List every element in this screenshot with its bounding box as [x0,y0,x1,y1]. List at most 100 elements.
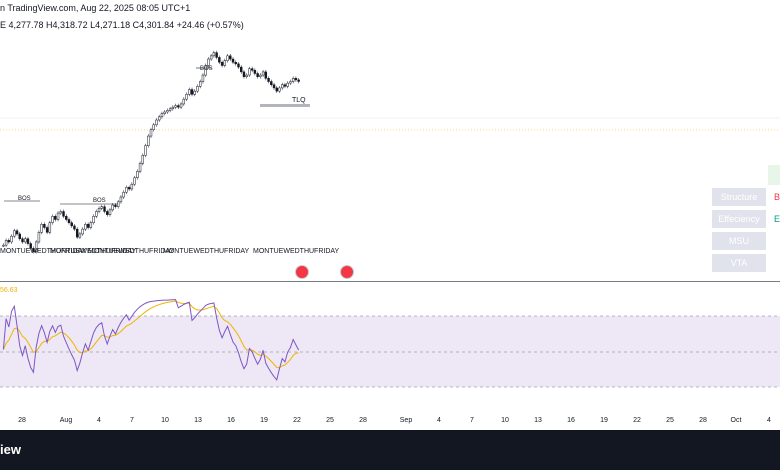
candle-body [4,240,8,246]
time-axis-label: 4 [437,417,441,424]
time-axis-label: 16 [227,417,235,424]
time-axis-label: Sep [399,417,413,424]
candle-body [45,227,49,233]
candle-body [43,224,46,228]
candle-body [193,90,196,95]
candle-body [40,224,43,233]
candle-body [67,219,71,223]
candle-body [37,232,41,243]
candle-body [26,238,30,244]
rsi-chart[interactable] [0,283,780,411]
price-chart[interactable]: BOS BOS BOS TLQ MONTUEWEDTHUFRIDAY MONTU… [0,38,780,283]
efficiency-button[interactable]: Effeciency [712,210,766,228]
candle-body [84,224,87,230]
candle-body [97,208,101,212]
candle-body [231,58,235,63]
candle-body [133,177,136,185]
weekday-label-4: MONTUEWEDTHUFRIDAY [163,248,250,255]
weekday-label-1: MONTUEWEDTHUFRIDAY [0,248,87,255]
candle-body [196,86,199,92]
candle-body [229,55,232,60]
structure-button[interactable]: Structure [712,188,766,206]
candle-body [18,233,21,239]
candle-body [10,235,13,243]
time-axis-label: 7 [470,417,474,424]
candle-body [122,191,125,198]
candle-body [81,228,84,235]
candle-body [75,228,79,238]
vta-button[interactable]: VTA [712,254,766,272]
candle-body [51,216,54,223]
candle-body [297,79,300,82]
bos-label-1: BOS [18,196,31,202]
candle-body [220,62,224,66]
candle-body [147,135,150,146]
rsi-value-label: 56.63 [0,287,18,294]
time-axis-label: 13 [194,417,202,424]
candle-body [54,216,57,220]
candle-body [283,84,287,87]
candle-body [209,55,213,60]
candle-body [59,211,62,214]
time-axis-label: Aug [59,417,73,424]
candle-body [65,216,68,220]
event-flag-icon-1[interactable] [295,265,309,279]
candle-body [294,78,298,81]
candle-body [95,211,98,217]
candle-body [286,82,289,87]
candle-body [21,238,24,243]
candle-body [2,244,5,247]
time-axis-label: 28 [359,417,367,424]
time-axis-label: 28 [18,417,26,424]
tlq-label: TLQ [292,97,306,104]
candle-body [242,71,246,77]
candle-body [240,66,243,73]
candle-body [291,78,295,82]
candle-body [141,155,145,164]
candle-body [144,145,147,156]
candle-body [223,60,227,66]
candle-body [259,74,262,77]
candle-body [127,187,131,190]
candle-body [34,241,38,252]
time-axis-label: 28 [699,417,707,424]
candle-body [261,71,265,76]
candle-body [278,87,281,92]
pane-divider[interactable] [0,281,780,282]
candle-body [149,129,153,137]
time-axis-label: 10 [161,417,169,424]
candle-body [13,230,16,237]
candle-body [100,206,103,209]
time-axis-label: 19 [260,417,268,424]
time-axis-label: 25 [326,417,334,424]
candle-body [138,163,142,172]
time-axis[interactable]: 28 Aug 4 7 10 13 16 19 22 25 28 Sep 4 7 10 13 16 19 22 25 28… [0,412,780,430]
candle-body [106,211,109,215]
candle-body [177,105,180,108]
candle-body [190,89,194,95]
chart-source: n TradingView.com, Aug 22, 2025 08:05 UT… [0,3,191,13]
candle-body [136,171,139,179]
candle-body [215,52,218,58]
time-axis-label: 7 [130,417,134,424]
right-edge-marker [768,165,780,185]
msu-button[interactable]: MSU [712,232,766,250]
weekday-label-2: MONTUEWEDTHUFRIDAY [50,248,137,255]
candle-body [108,209,112,215]
candle-body [157,116,161,121]
candle-body [226,55,229,61]
candle-body [155,119,158,126]
candle-body [182,98,186,105]
time-axis-label: 22 [633,417,641,424]
candle-body [250,68,254,71]
candle-body [29,243,32,249]
bos-label-3: BOS [200,66,213,72]
candle-body [179,103,183,108]
event-flag-icon-2[interactable] [340,265,354,279]
candle-body [24,238,27,243]
candle-body [119,196,123,203]
candle-body [218,57,221,63]
candle-body [270,81,273,85]
candle-body [267,78,270,82]
time-axis-label: 4 [97,417,101,424]
